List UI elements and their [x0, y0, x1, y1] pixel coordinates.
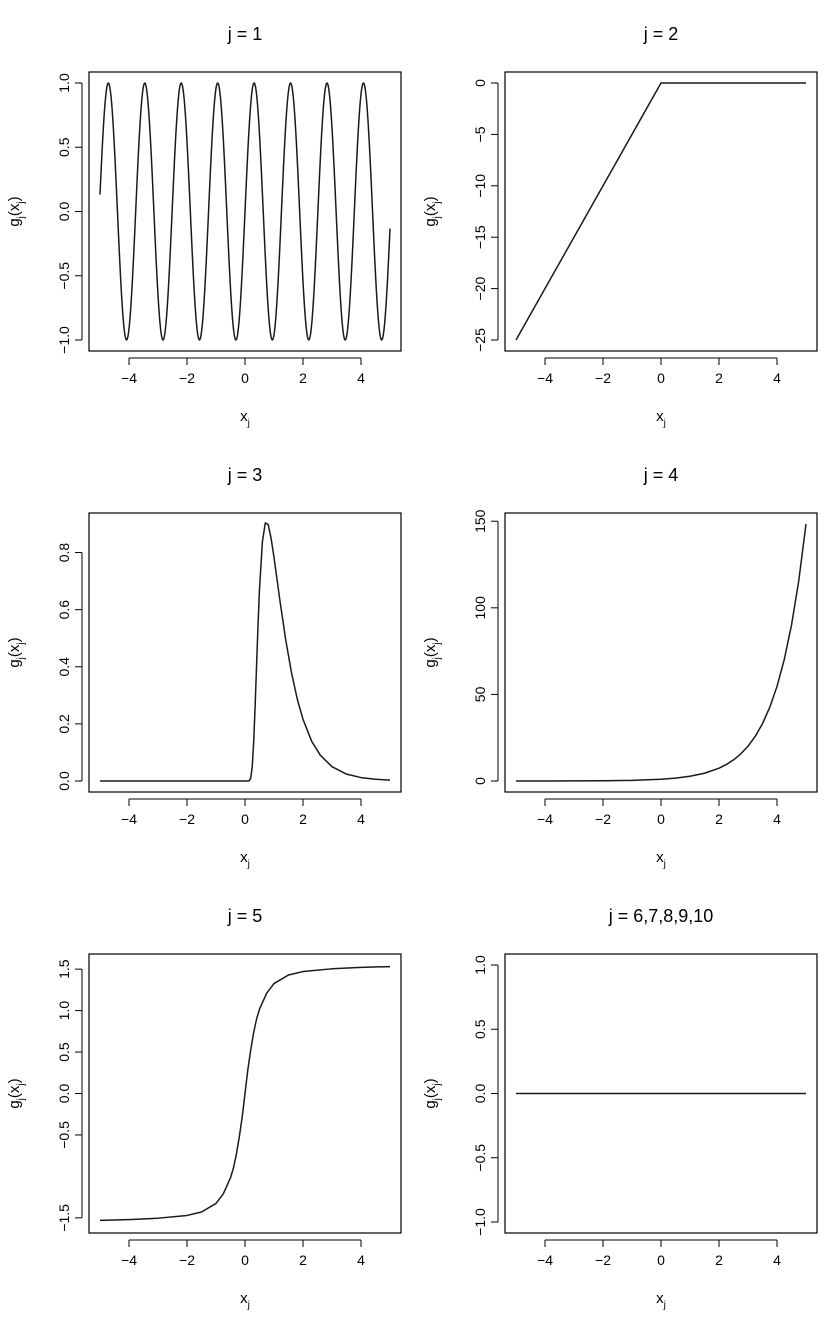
x-axis-label: xj	[656, 849, 666, 870]
plot-frame	[88, 953, 402, 1234]
x-tick-label: −4	[121, 370, 137, 386]
panel-title: j = 5	[227, 906, 263, 926]
x-tick-label: −2	[179, 811, 195, 827]
panel-title: j = 6,7,8,9,10	[608, 906, 714, 926]
y-axis-label: gj(xj)	[6, 637, 27, 667]
x-tick-label: 0	[657, 1252, 665, 1268]
y-tick-label: −0.5	[56, 1121, 72, 1149]
x-tick-label: 2	[715, 1252, 723, 1268]
y-tick-label: 0.0	[56, 771, 72, 791]
y-tick-label: 0.5	[56, 137, 72, 157]
y-tick-label: 0.6	[56, 600, 72, 620]
x-tick-label: −4	[537, 811, 553, 827]
y-tick-label: 0.2	[56, 714, 72, 734]
panel-title: j = 2	[643, 24, 679, 44]
panel-title: j = 3	[227, 465, 263, 485]
x-tick-label: 2	[299, 811, 307, 827]
x-tick-label: 0	[241, 1252, 249, 1268]
y-tick-label: −1.0	[56, 326, 72, 354]
x-tick-label: −4	[537, 1252, 553, 1268]
x-tick-label: 2	[299, 1252, 307, 1268]
y-tick-label: 0.0	[472, 1084, 488, 1104]
y-tick-label: 1.0	[56, 1001, 72, 1021]
x-tick-label: −2	[595, 370, 611, 386]
y-tick-label: −1.5	[56, 1204, 72, 1232]
x-tick-label: 2	[715, 811, 723, 827]
x-tick-label: 4	[773, 370, 781, 386]
panel-title: j = 1	[227, 24, 263, 44]
x-tick-label: −4	[121, 1252, 137, 1268]
y-tick-label: 0.4	[56, 657, 72, 677]
y-tick-label: 1.0	[472, 955, 488, 975]
x-tick-label: −4	[537, 370, 553, 386]
y-tick-label: 100	[472, 596, 488, 620]
x-tick-label: −2	[179, 370, 195, 386]
y-tick-label: 150	[472, 509, 488, 533]
x-tick-label: −2	[595, 811, 611, 827]
series-line	[99, 82, 391, 341]
y-tick-label: 0.0	[56, 1084, 72, 1104]
series-line	[515, 523, 807, 782]
x-tick-label: −4	[121, 811, 137, 827]
x-tick-label: 0	[657, 811, 665, 827]
x-axis-label: xj	[656, 1290, 666, 1311]
panel-4: j = 4 −4 −2 0 2 4 0 50 100 150 xj gj(xj)	[422, 465, 818, 870]
y-tick-label: 0.5	[56, 1042, 72, 1062]
y-tick-label: 0	[472, 79, 488, 87]
series-line	[515, 82, 806, 341]
x-tick-label: 2	[299, 370, 307, 386]
y-tick-label: 0.8	[56, 543, 72, 563]
panel-1: j = 1 −4 −2 0 2 4 −1.0 −0.5 0.0 0.5 1.0 xj gj(xj)	[6, 24, 402, 429]
y-tick-label: −5	[472, 126, 488, 142]
x-tick-label: 0	[657, 370, 665, 386]
plot-frame	[504, 71, 818, 352]
y-axis-label: gj(xj)	[422, 1078, 443, 1108]
y-tick-label: −1.0	[472, 1208, 488, 1236]
y-axis-label: gj(xj)	[6, 196, 27, 226]
panel-5: j = 5 −4 −2 0 2 4 −1.5 −0.5 0.0 0.5 1.0 1.5 xj gj(xj)	[6, 906, 402, 1311]
y-tick-label: −25	[472, 328, 488, 352]
y-tick-label: −15	[472, 225, 488, 249]
plot-frame	[88, 71, 402, 352]
y-tick-label: 0	[472, 777, 488, 785]
plot-frame	[504, 512, 818, 793]
x-tick-label: 4	[773, 1252, 781, 1268]
panel-3: j = 3 −4 −2 0 2 4 0.0 0.2 0.4 0.6 0.8 xj gj(xj)	[6, 465, 402, 870]
y-tick-label: 0.5	[472, 1019, 488, 1039]
y-axis-label: gj(xj)	[422, 637, 443, 667]
y-tick-label: −10	[472, 174, 488, 198]
series-line	[100, 522, 391, 782]
x-tick-label: −2	[595, 1252, 611, 1268]
y-tick-label: 50	[472, 686, 488, 702]
x-tick-label: 2	[715, 370, 723, 386]
x-tick-label: 4	[357, 370, 365, 386]
y-tick-label: 1.0	[56, 73, 72, 93]
x-tick-label: 0	[241, 811, 249, 827]
y-tick-label: 1.5	[56, 959, 72, 979]
y-axis-label: gj(xj)	[6, 1078, 27, 1108]
x-axis-label: xj	[240, 1290, 250, 1311]
plot-frame	[504, 953, 818, 1234]
x-axis-label: xj	[240, 408, 250, 429]
panel-6: j = 6,7,8,9,10 −4 −2 0 2 4 −1.0 −0.5 0.0 0.5 1.0 xj…	[422, 906, 818, 1311]
x-tick-label: −2	[179, 1252, 195, 1268]
y-tick-label: 0.0	[56, 202, 72, 222]
x-axis-label: xj	[240, 849, 250, 870]
y-axis-label: gj(xj)	[422, 196, 443, 226]
panel-title: j = 4	[643, 465, 679, 485]
plot-frame	[88, 512, 402, 793]
y-tick-label: −20	[472, 277, 488, 301]
x-axis-label: xj	[656, 408, 666, 429]
x-tick-label: 0	[241, 370, 249, 386]
x-tick-label: 4	[357, 811, 365, 827]
x-tick-label: 4	[773, 811, 781, 827]
series-line	[99, 965, 391, 1222]
y-tick-label: −0.5	[56, 262, 72, 290]
y-tick-label: −0.5	[472, 1144, 488, 1172]
x-tick-label: 4	[357, 1252, 365, 1268]
